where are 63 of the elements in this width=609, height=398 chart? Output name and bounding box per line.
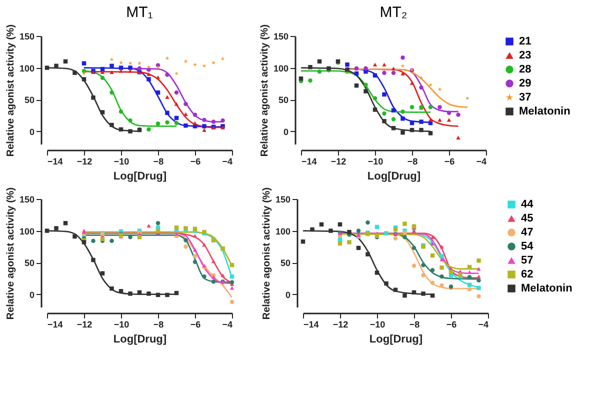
x-tick-label: −6 (190, 320, 201, 330)
y-tick-label: 100 (19, 226, 34, 236)
y-tick-label: 50 (280, 258, 290, 268)
y-tick-label: 0 (29, 290, 34, 300)
x-tick-label: −4 (478, 320, 488, 330)
y-tick-label: 100 (273, 63, 288, 74)
x-tick-label: −4 (222, 320, 232, 330)
x-tick-label: −8 (409, 320, 420, 330)
x-tick-label: −8 (407, 156, 418, 166)
y-axis-title: Relative agonist activity (%) (5, 24, 16, 157)
x-tick-label: −14 (302, 156, 317, 166)
y-tick-label: 100 (275, 226, 290, 236)
legend-label: 57 (521, 254, 534, 266)
x-tick-label: −6 (446, 320, 457, 330)
x-tick-label: −12 (76, 156, 92, 166)
x-tick-label: −12 (332, 320, 348, 330)
x-tick-label: −14 (48, 320, 63, 330)
y-tick-label: 0 (29, 126, 34, 137)
y-tick-label: 150 (275, 194, 290, 204)
x-axis-title: Log[Drug] (113, 334, 167, 346)
x-axis-title: Log[Drug] (367, 170, 421, 182)
x-tick-label: −4 (222, 156, 232, 166)
legend-label: Melatonin (521, 282, 573, 294)
legend-label: 44 (521, 198, 534, 210)
y-tick-label: 150 (273, 32, 288, 42)
y-tick-label: 150 (19, 32, 34, 42)
y-tick-label: 100 (19, 63, 34, 74)
x-tick-label: −12 (76, 320, 92, 330)
y-tick-label: 50 (24, 95, 34, 106)
x-tick-label: −10 (368, 156, 384, 166)
legend-label: 37 (519, 92, 532, 104)
legend-label: 47 (521, 226, 534, 238)
legend-label: Melatonin (519, 106, 571, 118)
x-tick-label: −8 (153, 156, 164, 166)
x-tick-label: −6 (444, 156, 455, 166)
legend-label: 21 (519, 36, 532, 48)
x-tick-label: −12 (330, 156, 346, 166)
x-tick-label: −10 (370, 320, 386, 330)
x-tick-label: −14 (304, 320, 319, 330)
x-tick-label: −6 (190, 156, 201, 166)
legend-label: 23 (519, 50, 532, 62)
legend-label: 45 (521, 212, 534, 224)
y-tick-label: 0 (285, 290, 290, 300)
y-axis-title: Relative agonist activity (%) (259, 24, 270, 157)
x-axis-title: Log[Drug] (113, 170, 167, 182)
x-tick-label: −10 (114, 320, 130, 330)
y-axis-title: Relative agonist activity (%) (5, 187, 16, 320)
x-tick-label: −10 (114, 156, 130, 166)
legend-label: 28 (519, 64, 532, 76)
chart-title: MT₁ (126, 4, 153, 21)
legend-label: 54 (521, 240, 534, 252)
y-tick-label: 150 (19, 194, 34, 204)
x-axis-title: Log[Drug] (369, 334, 423, 346)
chart-title: MT₂ (380, 4, 408, 21)
y-axis-title: Relative agonist activity (%) (261, 187, 272, 320)
legend-label: 62 (521, 268, 534, 280)
y-tick-label: 50 (278, 95, 288, 106)
x-tick-label: −8 (153, 320, 164, 330)
x-tick-label: −14 (48, 156, 63, 166)
y-tick-label: 50 (24, 258, 34, 268)
legend-label: 29 (519, 78, 532, 90)
y-tick-label: 0 (283, 126, 288, 137)
x-tick-label: −4 (476, 156, 486, 166)
